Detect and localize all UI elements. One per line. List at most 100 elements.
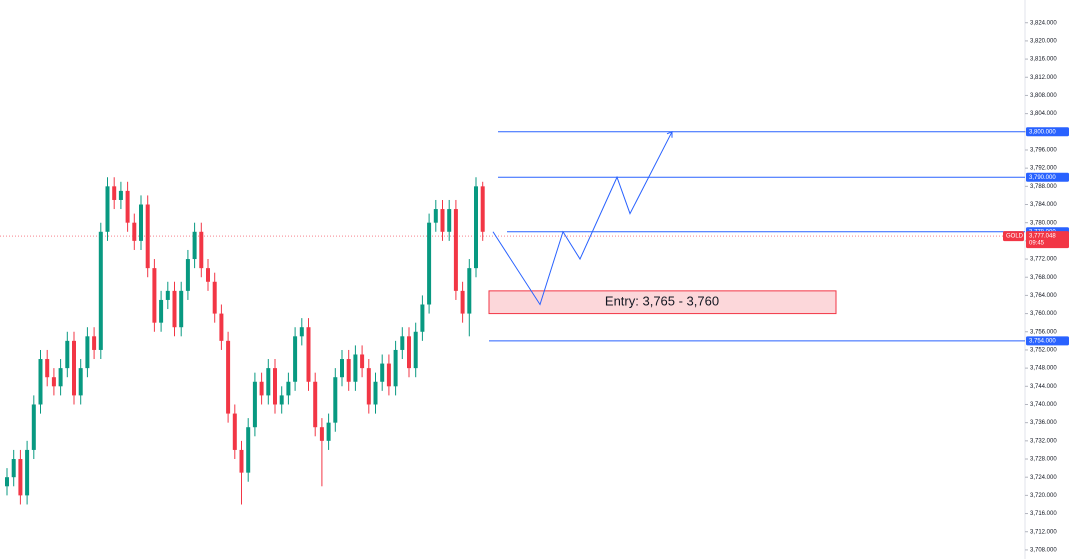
y-tick-label: 3,816.000 bbox=[1030, 57, 1057, 63]
candle-body bbox=[212, 281, 217, 314]
y-tick-label: 3,748.000 bbox=[1030, 366, 1057, 372]
y-tick-label: 3,824.000 bbox=[1030, 20, 1057, 26]
y-tick-label: 3,756.000 bbox=[1030, 329, 1057, 335]
candle-body bbox=[340, 359, 344, 378]
candle-body bbox=[360, 354, 365, 369]
candle-body bbox=[313, 381, 318, 428]
level-badge bbox=[1026, 127, 1069, 137]
entry-label: Entry: 3,765 - 3,760 bbox=[605, 294, 719, 309]
candle-body bbox=[25, 449, 30, 496]
candle-body bbox=[259, 381, 264, 396]
y-tick-label: 3,768.000 bbox=[1030, 275, 1057, 281]
candle-body bbox=[380, 363, 385, 382]
arrow-head bbox=[666, 131, 673, 138]
candle-body bbox=[353, 354, 358, 382]
y-tick-label: 3,744.000 bbox=[1030, 384, 1057, 390]
y-tick-label: 3,732.000 bbox=[1030, 438, 1057, 444]
y-tick-label: 3,764.000 bbox=[1030, 293, 1057, 299]
candle-body bbox=[293, 336, 298, 382]
candle-body bbox=[246, 427, 251, 473]
candle-body bbox=[199, 231, 204, 269]
candle-body bbox=[346, 359, 351, 382]
candle-body bbox=[145, 204, 150, 269]
price-badge bbox=[1026, 231, 1069, 249]
y-tick-label: 3,712.000 bbox=[1030, 529, 1057, 535]
candle-body bbox=[232, 413, 237, 450]
symbol-badge bbox=[1003, 231, 1024, 242]
candle-body bbox=[286, 381, 291, 396]
candle-body bbox=[480, 186, 485, 232]
y-tick-label: 3,804.000 bbox=[1030, 111, 1057, 117]
candle-body bbox=[440, 209, 445, 232]
candle-body bbox=[51, 377, 56, 387]
candle-body bbox=[474, 186, 478, 269]
candle-body bbox=[65, 340, 70, 369]
y-tick-label: 3,784.000 bbox=[1030, 202, 1057, 208]
projection-path bbox=[492, 131, 673, 306]
candle-body bbox=[386, 363, 391, 387]
y-tick-label: 3,716.000 bbox=[1030, 511, 1057, 517]
candle-body bbox=[165, 290, 170, 300]
candle-body bbox=[219, 313, 224, 341]
candle-body bbox=[420, 304, 425, 332]
candle-body bbox=[132, 222, 137, 241]
y-tick-label: 3,808.000 bbox=[1030, 93, 1057, 99]
candle-body bbox=[299, 327, 304, 337]
candle-body bbox=[433, 209, 438, 223]
candle-body bbox=[393, 349, 398, 387]
candle-body bbox=[447, 209, 452, 232]
candle-body bbox=[118, 190, 123, 200]
candle-body bbox=[139, 204, 143, 241]
y-tick-label: 3,812.000 bbox=[1030, 75, 1057, 81]
countdown-label: 09:45 bbox=[1029, 241, 1045, 247]
level-label: 3,790.000 bbox=[1029, 175, 1056, 181]
level-label: 3,800.000 bbox=[1029, 129, 1056, 135]
candle-body bbox=[373, 381, 378, 405]
candle-body bbox=[172, 290, 177, 328]
candle-body bbox=[78, 368, 83, 396]
candle-body bbox=[460, 290, 465, 314]
candle-body bbox=[92, 336, 97, 350]
current-price-label: 3,777.048 bbox=[1029, 234, 1056, 240]
candle-body bbox=[45, 359, 50, 378]
candle-body bbox=[152, 268, 157, 323]
y-tick-label: 3,740.000 bbox=[1030, 402, 1057, 408]
candle-body bbox=[326, 422, 331, 441]
y-tick-label: 3,728.000 bbox=[1030, 457, 1057, 463]
candle-body bbox=[400, 336, 405, 350]
candle-body bbox=[98, 231, 103, 350]
candle-body bbox=[273, 368, 277, 405]
y-tick-label: 3,792.000 bbox=[1030, 166, 1057, 172]
candle-body bbox=[413, 331, 418, 369]
symbol-label: GOLD bbox=[1006, 234, 1024, 240]
y-tick-label: 3,724.000 bbox=[1030, 475, 1057, 481]
candle-body bbox=[58, 368, 63, 387]
candle-body bbox=[467, 268, 472, 314]
level-label: 3,754.000 bbox=[1029, 338, 1056, 344]
candle-body bbox=[31, 404, 36, 450]
y-tick-label: 3,752.000 bbox=[1030, 348, 1057, 354]
candle-body bbox=[112, 186, 117, 200]
candle-body bbox=[333, 377, 338, 423]
candle-body bbox=[366, 368, 371, 405]
candle-body bbox=[206, 268, 210, 282]
entry-zone bbox=[488, 290, 837, 315]
candle-body bbox=[125, 190, 130, 223]
level-badge bbox=[1026, 172, 1069, 182]
candle-body bbox=[159, 299, 164, 323]
y-tick-label: 3,780.000 bbox=[1030, 220, 1057, 226]
candle-body bbox=[105, 186, 110, 232]
y-tick-label: 3,820.000 bbox=[1030, 38, 1057, 44]
candle-body bbox=[11, 459, 16, 478]
candle-body bbox=[279, 395, 284, 405]
y-tick-label: 3,720.000 bbox=[1030, 493, 1057, 499]
candle-body bbox=[319, 427, 324, 441]
candle-body bbox=[185, 259, 190, 291]
y-tick-label: 3,796.000 bbox=[1030, 148, 1057, 154]
candle-body bbox=[252, 381, 257, 428]
candle-body bbox=[192, 231, 197, 260]
y-tick-label: 3,760.000 bbox=[1030, 311, 1057, 317]
candle-body bbox=[453, 209, 458, 291]
y-tick-label: 3,772.000 bbox=[1030, 257, 1057, 263]
